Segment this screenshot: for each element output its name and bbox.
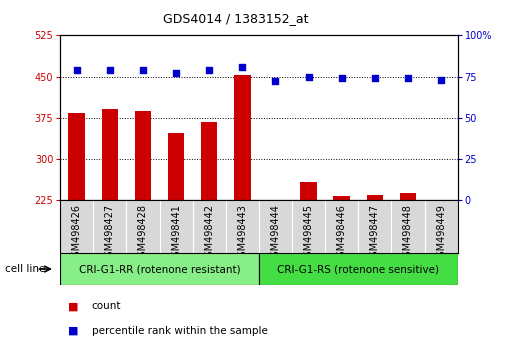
Text: GSM498426: GSM498426 bbox=[72, 204, 82, 263]
Bar bbox=[433, 200, 449, 202]
Point bbox=[238, 64, 246, 69]
Point bbox=[172, 70, 180, 76]
Point bbox=[73, 67, 81, 73]
Text: GSM498427: GSM498427 bbox=[105, 204, 115, 263]
Text: GDS4014 / 1383152_at: GDS4014 / 1383152_at bbox=[163, 12, 308, 25]
Text: GSM498428: GSM498428 bbox=[138, 204, 148, 263]
Bar bbox=[60, 253, 259, 285]
Text: GSM498446: GSM498446 bbox=[337, 204, 347, 263]
Bar bbox=[201, 121, 218, 200]
Bar bbox=[101, 109, 118, 200]
Point bbox=[437, 77, 445, 83]
Text: GSM498443: GSM498443 bbox=[237, 204, 247, 263]
Bar bbox=[367, 195, 383, 200]
Point bbox=[371, 75, 379, 81]
Bar bbox=[334, 196, 350, 200]
Text: GSM498442: GSM498442 bbox=[204, 204, 214, 263]
Text: GSM498444: GSM498444 bbox=[270, 204, 280, 263]
Text: GSM498441: GSM498441 bbox=[171, 204, 181, 263]
Point bbox=[271, 79, 280, 84]
Text: GSM498449: GSM498449 bbox=[436, 204, 446, 263]
Bar bbox=[400, 193, 416, 200]
Bar bbox=[234, 75, 251, 200]
Point bbox=[337, 75, 346, 81]
Point bbox=[139, 67, 147, 73]
Text: ■: ■ bbox=[68, 301, 78, 311]
Point bbox=[106, 67, 114, 73]
Bar bbox=[168, 132, 185, 200]
Text: ■: ■ bbox=[68, 326, 78, 336]
Bar bbox=[300, 182, 317, 200]
Text: CRI-G1-RR (rotenone resistant): CRI-G1-RR (rotenone resistant) bbox=[78, 264, 241, 274]
Point bbox=[304, 74, 313, 79]
Text: GSM498448: GSM498448 bbox=[403, 204, 413, 263]
Point bbox=[404, 75, 412, 81]
Bar bbox=[69, 113, 85, 200]
Text: GSM498447: GSM498447 bbox=[370, 204, 380, 263]
Bar bbox=[259, 253, 458, 285]
Point bbox=[205, 67, 213, 73]
Bar bbox=[135, 111, 151, 200]
Text: CRI-G1-RS (rotenone sensitive): CRI-G1-RS (rotenone sensitive) bbox=[277, 264, 439, 274]
Text: GSM498445: GSM498445 bbox=[303, 204, 314, 263]
Text: percentile rank within the sample: percentile rank within the sample bbox=[92, 326, 267, 336]
Text: count: count bbox=[92, 301, 121, 311]
Text: cell line: cell line bbox=[5, 264, 46, 274]
